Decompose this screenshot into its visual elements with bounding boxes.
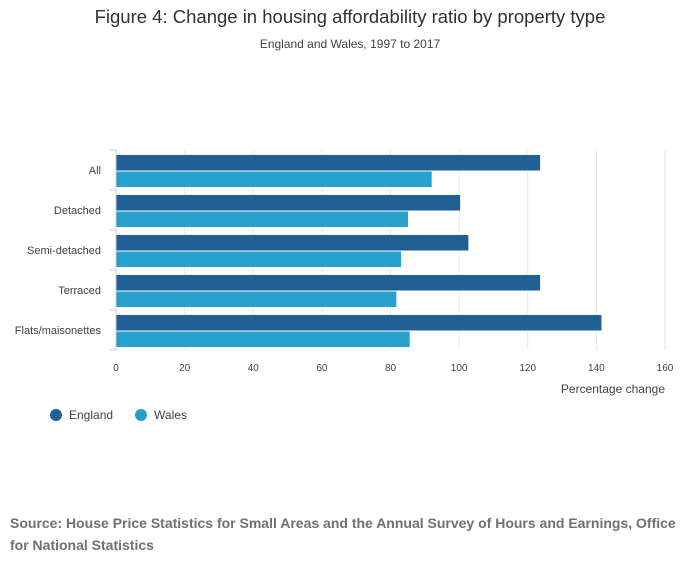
- x-tick-label: 20: [179, 363, 191, 374]
- x-tick-label: 160: [657, 363, 674, 374]
- source-note: Source: House Price Statistics for Small…: [10, 515, 676, 553]
- y-category-label: Flats/maisonettes: [15, 325, 102, 337]
- bar-england: [116, 195, 461, 211]
- x-tick-label: 140: [588, 363, 605, 374]
- y-category-label: Semi-detached: [27, 245, 101, 257]
- x-tick-label: 60: [316, 363, 328, 374]
- bar-wales: [116, 251, 402, 267]
- y-category-label: All: [89, 165, 101, 177]
- legend-item-england[interactable]: England: [50, 408, 113, 422]
- england-swatch-icon: [50, 409, 62, 421]
- bar-wales: [116, 211, 408, 227]
- bar-wales: [116, 171, 432, 187]
- bar-england: [116, 155, 541, 171]
- chart-legend: England Wales: [50, 408, 187, 422]
- x-tick-label: 80: [385, 363, 397, 374]
- bar-england: [116, 235, 469, 251]
- legend-label-england: England: [69, 408, 114, 422]
- bar-wales: [116, 331, 410, 347]
- chart-subtitle: England and Wales, 1997 to 2017: [259, 37, 441, 51]
- y-category-label: Detached: [54, 205, 101, 217]
- bar-chart: 0 20 40 60 80 100 120 140 160 All Detached Semi-det…: [15, 149, 674, 396]
- wales-swatch-icon: [135, 409, 148, 421]
- x-axis-title: Percentage change: [561, 382, 665, 396]
- x-tick-label: 120: [519, 363, 536, 374]
- x-tick-label: 0: [113, 363, 119, 374]
- legend-item-wales[interactable]: Wales: [135, 408, 187, 422]
- bar-england: [116, 315, 602, 331]
- bar-england: [116, 275, 541, 291]
- x-tick-label: 100: [451, 363, 468, 374]
- chart-title: Figure 4: Change in housing affordabilit…: [94, 6, 606, 27]
- y-category-label: Terraced: [58, 285, 101, 297]
- x-tick-label: 40: [248, 363, 260, 374]
- bar-wales: [116, 291, 397, 307]
- legend-label-wales: Wales: [154, 408, 187, 422]
